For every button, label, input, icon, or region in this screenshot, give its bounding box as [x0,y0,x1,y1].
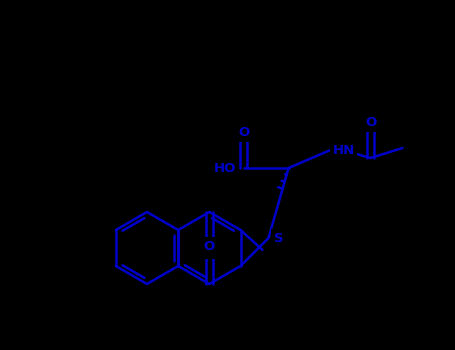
Text: HN: HN [333,144,355,156]
Text: S: S [273,231,283,245]
Text: O: O [365,117,376,130]
Text: O: O [204,239,215,252]
Text: O: O [204,244,215,257]
Text: O: O [238,126,249,140]
Text: HO: HO [214,161,237,175]
